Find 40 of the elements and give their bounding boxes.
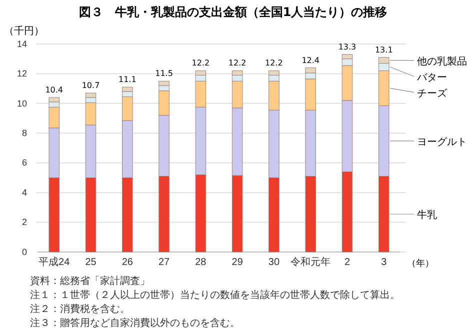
total-label: 12.2 [265,58,283,68]
y-tick-label: 0 [22,246,27,257]
chart-title: 図３ 牛乳・乳製品の支出金額（全国1人当たり）の推移 [78,5,388,19]
total-label: 11.5 [155,69,173,78]
x-axis-title: （年） [407,258,434,269]
total-label: 12.2 [192,58,210,68]
x-tick-label: 3 [381,257,388,268]
total-label: 12.4 [302,56,320,65]
y-tick-label: 8 [22,128,27,138]
y-tick-label: 4 [22,187,27,198]
text: チーズ [417,87,448,100]
x-tick-label: 25 [85,257,97,268]
x-tick-label: 平成24 [38,256,70,268]
x-tick-label: 27 [158,257,170,268]
y-tick-label: 6 [22,158,27,168]
text: 資料：総務省「家計調査」 [30,275,150,287]
total-label: 13.3 [338,42,356,52]
total-label: 10.7 [82,81,100,90]
total-label: 12.2 [228,58,246,68]
y-axis-title: （千円） [4,25,44,37]
x-tick-label: 令和元年 [290,256,331,268]
text: ヨーグルト [417,136,467,148]
y-tick-label: 12 [16,68,27,79]
text: 他の乳製品 [417,55,467,68]
x-tick-label: 26 [122,257,134,268]
total-label: 13.1 [374,45,393,54]
text: バター [416,72,447,84]
x-tick-label: 30 [268,257,280,268]
y-tick-label: 14 [16,38,27,49]
total-label: 11.1 [118,75,136,84]
y-tick-label: 2 [22,217,27,228]
text: 注３：贈答用など自家消費以外のものを含む。 [30,317,240,329]
x-tick-label: 29 [232,257,244,268]
total-label: 10.4 [45,85,64,94]
x-tick-label: 28 [195,257,207,268]
text: 注２：消費税を含む。 [30,303,130,315]
y-tick-label: 10 [16,98,27,108]
x-tick-label: 2 [344,257,350,268]
text: 注１：１世帯（２人以上の世帯）当たりの数値を当該年の世帯人数で除して算出。 [30,289,400,301]
text: 牛乳 [417,209,437,222]
